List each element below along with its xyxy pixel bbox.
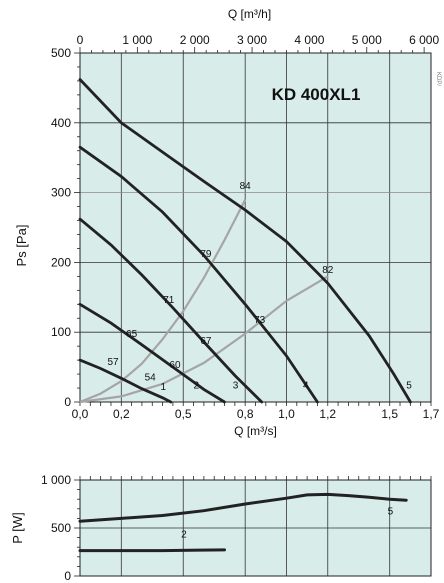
top-tick-label: 1 000: [122, 33, 152, 47]
efficiency-label: 65: [126, 329, 138, 340]
fan-curve-1: [78, 358, 173, 404]
power-curve-label: 5: [388, 507, 394, 518]
y-tick-label: 200: [51, 255, 71, 269]
efficiency-label: 60: [169, 360, 181, 371]
efficiency-label: 82: [322, 265, 334, 276]
x-tick-label: 0,5: [175, 407, 192, 421]
chart-title: KD 400XL1: [272, 85, 361, 104]
fan-curve-label: 5: [406, 381, 412, 392]
y-tick-label: 400: [51, 116, 71, 130]
x-tick-label: 1,7: [423, 407, 440, 421]
top-tick-label: 0: [77, 33, 84, 47]
y-axis-title: P [W]: [10, 512, 25, 544]
x-tick-label: 0,2: [113, 407, 130, 421]
fan-curve-label: 3: [233, 381, 239, 392]
top-tick-label: 2 000: [180, 33, 210, 47]
power-curve-label: 2: [181, 530, 187, 541]
system-curve: [79, 199, 247, 404]
y-tick-label: 500: [51, 46, 71, 60]
y-tick-label: 0: [64, 395, 71, 409]
y-tick-label: 300: [51, 186, 71, 200]
efficiency-label: 54: [145, 372, 157, 383]
top-axis-title: Q [m³/h]: [228, 7, 271, 21]
y-tick-label: 100: [51, 325, 71, 339]
fan-curve-2: [78, 302, 226, 404]
system-curve: [79, 275, 329, 404]
x-tick-label: 1,2: [319, 407, 336, 421]
side-code: KDP/: [435, 72, 441, 86]
top-tick-label: 5 000: [352, 33, 382, 47]
power-curve-5: [78, 492, 408, 523]
pressure-chart: 0,0 0,2 0,5 0,8 1,0 1,2 1,5 1,7 0 1 000 2 000 3 000…: [14, 7, 441, 438]
efficiency-label: 71: [163, 295, 175, 306]
x-tick-label: 1,5: [381, 407, 398, 421]
fan-curve-5: [78, 78, 412, 404]
efficiency-label: 79: [200, 249, 212, 260]
fan-curve-label: 2: [194, 381, 200, 392]
x-tick-label: 1,0: [278, 407, 295, 421]
efficiency-label: 67: [200, 336, 212, 347]
fan-curve-3: [78, 217, 264, 404]
power-curve-2: [78, 548, 226, 553]
power-chart: 0 500 1 000 P [W] 5 2: [10, 473, 432, 583]
x-axis-title: Q [m³/s]: [234, 424, 277, 438]
efficiency-label: 73: [254, 315, 266, 326]
top-tick-label: 3 000: [237, 33, 267, 47]
y-axis-title: Ps [Pa]: [14, 225, 29, 267]
top-tick-label: 4 000: [294, 33, 324, 47]
efficiency-label: 57: [107, 357, 119, 368]
y-tick-label: 500: [51, 521, 71, 535]
x-tick-label: 0,8: [237, 407, 254, 421]
fan-curve-4: [78, 145, 319, 404]
x-tick-label: 0,0: [72, 407, 89, 421]
y-tick-label: 0: [64, 569, 71, 583]
efficiency-label: 84: [240, 181, 252, 192]
fan-curve-label: 1: [161, 382, 167, 393]
fan-curve-label: 4: [303, 381, 309, 392]
top-tick-label: 6 000: [409, 33, 439, 47]
y-tick-label: 1 000: [41, 473, 71, 487]
